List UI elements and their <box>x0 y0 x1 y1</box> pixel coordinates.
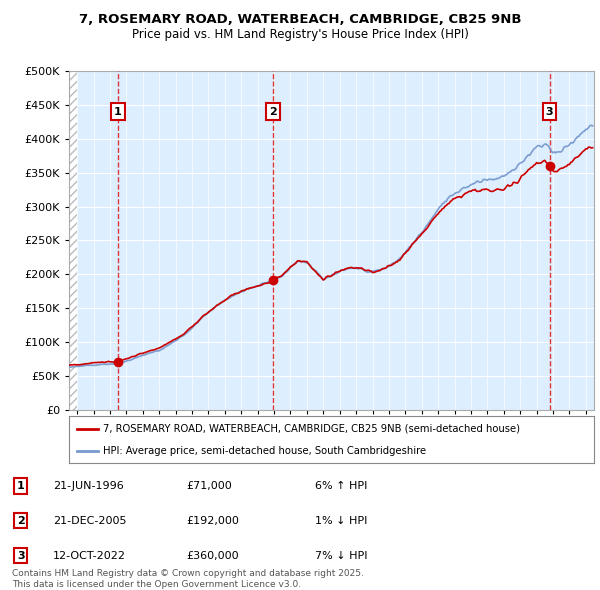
Text: £360,000: £360,000 <box>187 550 239 560</box>
Text: 7, ROSEMARY ROAD, WATERBEACH, CAMBRIDGE, CB25 9NB: 7, ROSEMARY ROAD, WATERBEACH, CAMBRIDGE,… <box>79 13 521 26</box>
Text: £192,000: £192,000 <box>187 516 239 526</box>
Text: 6% ↑ HPI: 6% ↑ HPI <box>314 481 367 491</box>
Text: Contains HM Land Registry data © Crown copyright and database right 2025.
This d: Contains HM Land Registry data © Crown c… <box>12 569 364 589</box>
Text: 3: 3 <box>546 107 553 116</box>
Text: 3: 3 <box>17 550 25 560</box>
Text: 1: 1 <box>113 107 121 116</box>
Text: HPI: Average price, semi-detached house, South Cambridgeshire: HPI: Average price, semi-detached house,… <box>103 447 426 456</box>
Text: Price paid vs. HM Land Registry's House Price Index (HPI): Price paid vs. HM Land Registry's House … <box>131 28 469 41</box>
Text: £71,000: £71,000 <box>187 481 232 491</box>
Text: 12-OCT-2022: 12-OCT-2022 <box>53 550 126 560</box>
Bar <box>69 71 77 410</box>
Text: 7% ↓ HPI: 7% ↓ HPI <box>314 550 367 560</box>
Text: 1: 1 <box>17 481 25 491</box>
Text: 21-DEC-2005: 21-DEC-2005 <box>53 516 126 526</box>
Text: 2: 2 <box>269 107 277 116</box>
Text: 2: 2 <box>17 516 25 526</box>
Text: 21-JUN-1996: 21-JUN-1996 <box>53 481 124 491</box>
Text: 1% ↓ HPI: 1% ↓ HPI <box>314 516 367 526</box>
Text: 7, ROSEMARY ROAD, WATERBEACH, CAMBRIDGE, CB25 9NB (semi-detached house): 7, ROSEMARY ROAD, WATERBEACH, CAMBRIDGE,… <box>103 424 520 434</box>
